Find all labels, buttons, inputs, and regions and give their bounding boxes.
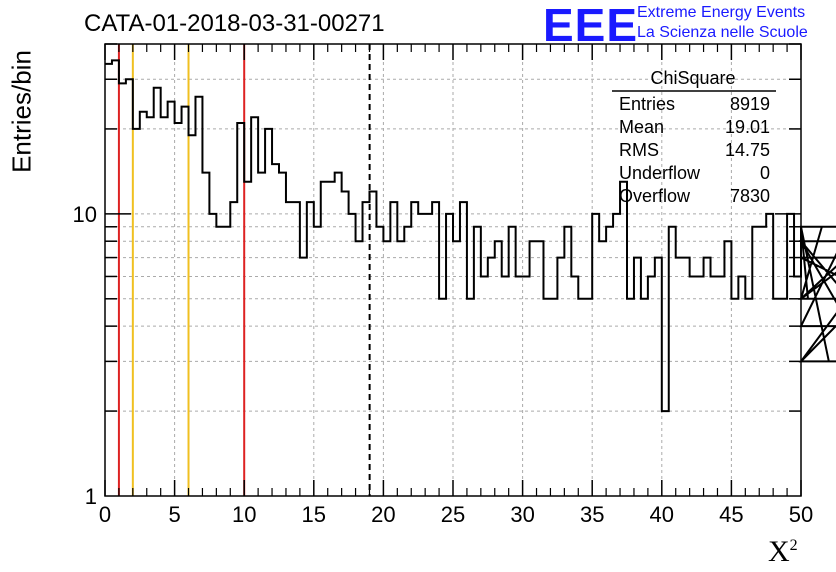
x-tick-label: 35 [580,502,604,527]
stats-row-label: RMS [619,140,659,160]
stats-row-value: 7830 [730,186,770,206]
stats-box-rows: Entries 8919 Mean 19.01 RMS 14.75 Underflow 0 Ov… [619,94,770,206]
stats-row-value: 0 [760,163,770,183]
y-tick-label: 1 [85,484,97,509]
x-tick-label: 25 [441,502,465,527]
stats-box: ChiSquare Entries 8919 Mean 19.01 RMS 14.75 Un… [612,68,776,206]
eee-logo: EEE [543,0,639,51]
x-tick-label: 45 [719,502,743,527]
stats-row-label: Mean [619,117,664,137]
stats-row-label: Overflow [619,186,691,206]
y-tick-label: 10 [73,202,97,227]
grid-lines [105,43,801,496]
x-axis-label-base: X [768,535,790,568]
marker-lines [117,44,371,496]
stats-row-value: 8919 [730,94,770,114]
logo-subtitle-line2: La Scienza nelle Scuole [637,24,808,41]
stats-row-label: Entries [619,94,675,114]
stats-box-title: ChiSquare [650,68,735,88]
stats-row-value: 19.01 [725,117,770,137]
run-title: CATA-01-2018-03-31-00271 [84,10,385,37]
x-tick-label: 15 [302,502,326,527]
stats-row-value: 14.75 [725,140,770,160]
histogram-step-line [105,59,836,413]
x-tick-label: 0 [99,502,111,527]
x-tick-label: 20 [371,502,395,527]
y-axis-label: Entries/bin [6,50,37,173]
x-axis-label: X2 [768,535,798,569]
x-tick-label: 40 [650,502,674,527]
axis-tick-labels: 0 5 10 15 20 25 30 35 40 45 50 1 10 [73,202,814,527]
stats-row-label: Underflow [619,163,701,183]
x-tick-label: 30 [510,502,534,527]
x-tick-label: 5 [168,502,180,527]
x-tick-label: 50 [789,502,813,527]
logo-subtitle-line1: Extreme Energy Events [637,4,806,21]
x-axis-label-superscript: 2 [789,537,798,554]
x-tick-label: 10 [232,502,256,527]
axis-ticks [104,43,802,496]
